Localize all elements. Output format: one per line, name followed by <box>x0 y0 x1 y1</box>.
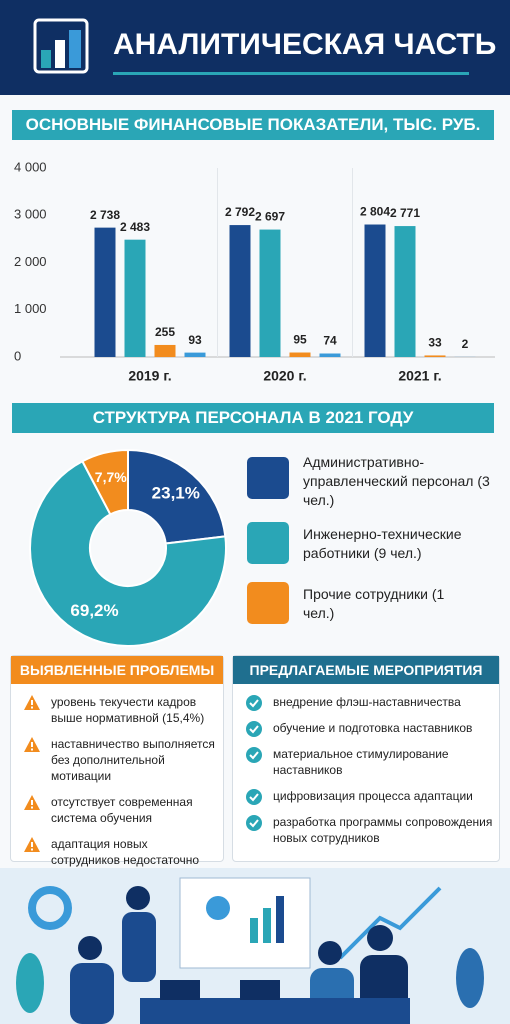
y-tick-label: 2 000 <box>14 254 47 269</box>
bar <box>184 352 206 357</box>
legend-icon <box>247 582 289 624</box>
value-label: 33 <box>428 336 442 350</box>
value-label: 2 697 <box>255 210 285 224</box>
legend-label: Прочие сотрудники <box>303 586 428 602</box>
bar <box>364 224 386 357</box>
list-marker <box>24 837 40 852</box>
bar <box>259 229 281 357</box>
problems-title: ВЫЯВЛЕННЫЕ ПРОБЛЕМЫ <box>11 656 223 684</box>
legend-note: (9 чел.) <box>373 545 422 561</box>
header-rule <box>113 72 469 75</box>
list-item: разработка программы сопровождения новых… <box>239 814 493 846</box>
header-title: АНАЛИТИЧЕСКАЯ ЧАСТЬ <box>113 28 497 61</box>
pie-chart: 23,1% 69,2% 7,7% <box>29 448 227 647</box>
bar <box>229 225 251 357</box>
list-marker <box>246 815 262 831</box>
section-title: ОСНОВНЫЕ ФИНАНСОВЫЕ ПОКАЗАТЕЛИ, ТЫС. РУБ… <box>12 110 494 140</box>
list-marker <box>246 789 262 805</box>
list-marker <box>246 695 262 711</box>
legend-entry: Инженерно-технические работники (9 чел.) <box>303 525 498 563</box>
value-label: 7,7% <box>95 469 127 485</box>
section-title: СТРУКТУРА ПЕРСОНАЛА В 2021 ГОДУ <box>12 403 494 433</box>
bar <box>154 344 176 357</box>
list-item: внедрение флэш-наставничества <box>239 694 493 711</box>
pie-slice <box>29 459 227 647</box>
y-tick-label: 4 000 <box>14 159 47 174</box>
measures-box: ПРЕДЛАГАЕМЫЕ МЕРОПРИЯТИЯ внедрение флэш-… <box>232 655 500 862</box>
legend-entry: Административно-управленческий персонал … <box>303 453 498 510</box>
bar <box>394 226 416 357</box>
list-item-text: отсутствует современная система обучения <box>51 795 193 825</box>
bar <box>319 353 341 357</box>
header-icon <box>33 18 89 74</box>
y-tick-label: 1 000 <box>14 301 47 316</box>
list-marker <box>24 795 40 810</box>
x-tick-label: 2021 г. <box>398 368 441 384</box>
pie-slice <box>127 448 227 545</box>
list-item: отсутствует современная система обучения <box>17 794 217 826</box>
list-item: цифровизация процесса адаптации <box>239 788 493 805</box>
list-item-text: уровень текучести кадров выше нормативно… <box>51 695 205 725</box>
value-label: 2 738 <box>90 208 120 222</box>
list-item-text: цифровизация процесса адаптации <box>273 789 473 803</box>
list-marker <box>246 747 262 763</box>
list-marker <box>246 721 262 737</box>
legend-note: (3 чел.) <box>303 473 490 508</box>
list-item-text: разработка программы сопровождения новых… <box>273 815 493 845</box>
measures-title: ПРЕДЛАГАЕМЫЕ МЕРОПРИЯТИЯ <box>233 656 499 684</box>
value-label: 95 <box>293 333 307 347</box>
x-tick-label: 2019 г. <box>128 368 171 384</box>
problems-box: ВЫЯВЛЕННЫЕ ПРОБЛЕМЫ уровень текучести ка… <box>10 655 224 883</box>
y-tick-label: 3 000 <box>14 207 47 222</box>
legend-label: Инженерно-технические работники <box>303 526 462 561</box>
value-label: 2 792 <box>225 205 255 219</box>
list-item: материальное стимулирование наставников <box>239 746 493 778</box>
illustration <box>0 868 510 1024</box>
value-label: 255 <box>155 325 175 339</box>
list-marker <box>24 695 40 710</box>
value-label: 74 <box>323 334 337 348</box>
list-item-text: внедрение флэш-наставничества <box>273 695 461 709</box>
bar <box>289 352 311 357</box>
list-item-text: материальное стимулирование наставников <box>273 747 449 777</box>
x-tick-label: 2020 г. <box>263 368 306 384</box>
legend-icon <box>247 457 289 499</box>
value-label: 23,1% <box>152 484 200 503</box>
list-item-text: наставничество выполняется без дополните… <box>51 737 215 783</box>
legend-entry: Прочие сотрудники (1 чел.) <box>303 585 453 623</box>
bar <box>124 239 146 357</box>
value-label: 2 483 <box>120 220 150 234</box>
list-item-text: обучение и подготовка наставников <box>273 721 473 735</box>
list-item: наставничество выполняется без дополните… <box>17 736 217 784</box>
list-item: уровень текучести кадров выше нормативно… <box>17 694 217 726</box>
value-label: 93 <box>188 333 202 347</box>
list-item: обучение и подготовка наставников <box>239 720 493 737</box>
bar <box>424 355 446 357</box>
list-marker <box>24 737 40 752</box>
value-label: 69,2% <box>70 601 118 620</box>
header: АНАЛИТИЧЕСКАЯ ЧАСТЬ <box>0 0 510 95</box>
legend-icon <box>247 522 289 564</box>
legend-label: Административно-управленческий персонал <box>303 454 474 489</box>
bar <box>94 227 116 357</box>
legend-note: (1 чел.) <box>303 586 445 621</box>
pie-slice <box>81 448 129 516</box>
value-label: 2 804 <box>360 205 390 219</box>
value-label: 2 771 <box>390 206 420 220</box>
value-label: 2 <box>462 337 469 351</box>
y-tick-label: 0 <box>14 348 21 363</box>
